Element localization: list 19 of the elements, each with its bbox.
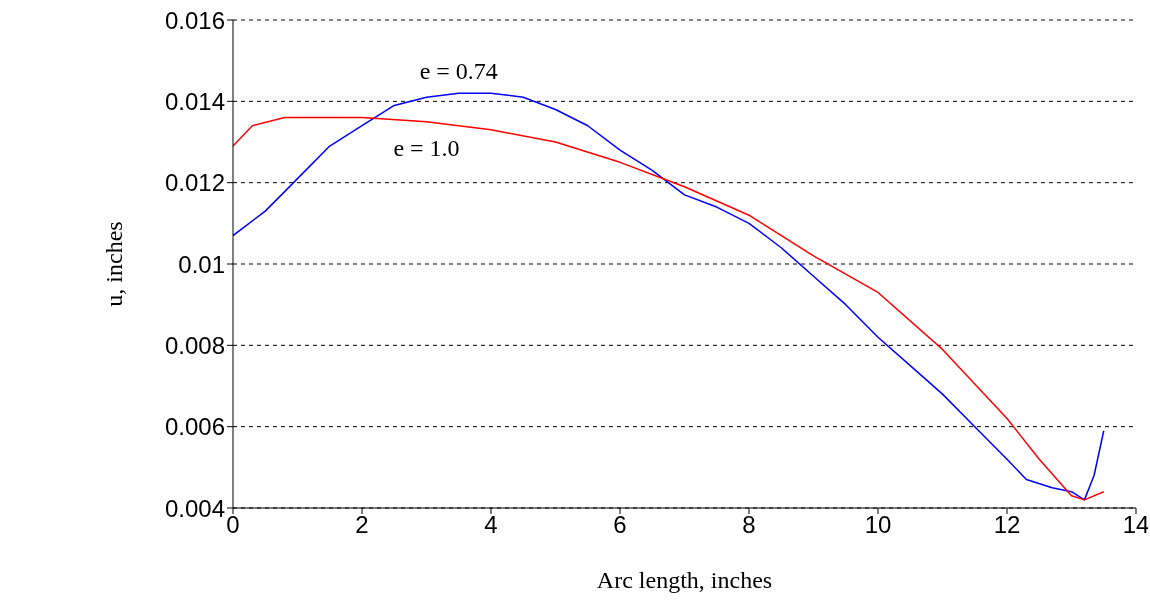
x-tick-label: 8 (742, 511, 756, 539)
x-tick-label: 6 (613, 511, 627, 539)
y-tick-label: 0.006 (164, 413, 225, 441)
series-label: e = 1.0 (393, 134, 460, 161)
y-tick-label: 0.008 (164, 331, 225, 359)
x-tick-label: 14 (1122, 511, 1150, 539)
x-tick-label: 2 (355, 511, 369, 539)
x-tick-label: 10 (864, 511, 892, 539)
y-axis-title: u, inches (100, 221, 127, 307)
y-tick-label: 0.016 (164, 6, 225, 34)
x-tick-label: 0 (226, 511, 240, 539)
y-tick-label: 0.004 (164, 494, 225, 522)
y-tick-label: 0.012 (164, 169, 225, 197)
x-tick-label: 4 (484, 511, 498, 539)
series-label: e = 0.74 (419, 58, 498, 85)
y-tick-label: 0.014 (164, 87, 225, 115)
y-tick-label: 0.01 (178, 250, 225, 278)
x-tick-label: 12 (993, 511, 1021, 539)
x-axis-title: Arc length, inches (596, 567, 773, 593)
